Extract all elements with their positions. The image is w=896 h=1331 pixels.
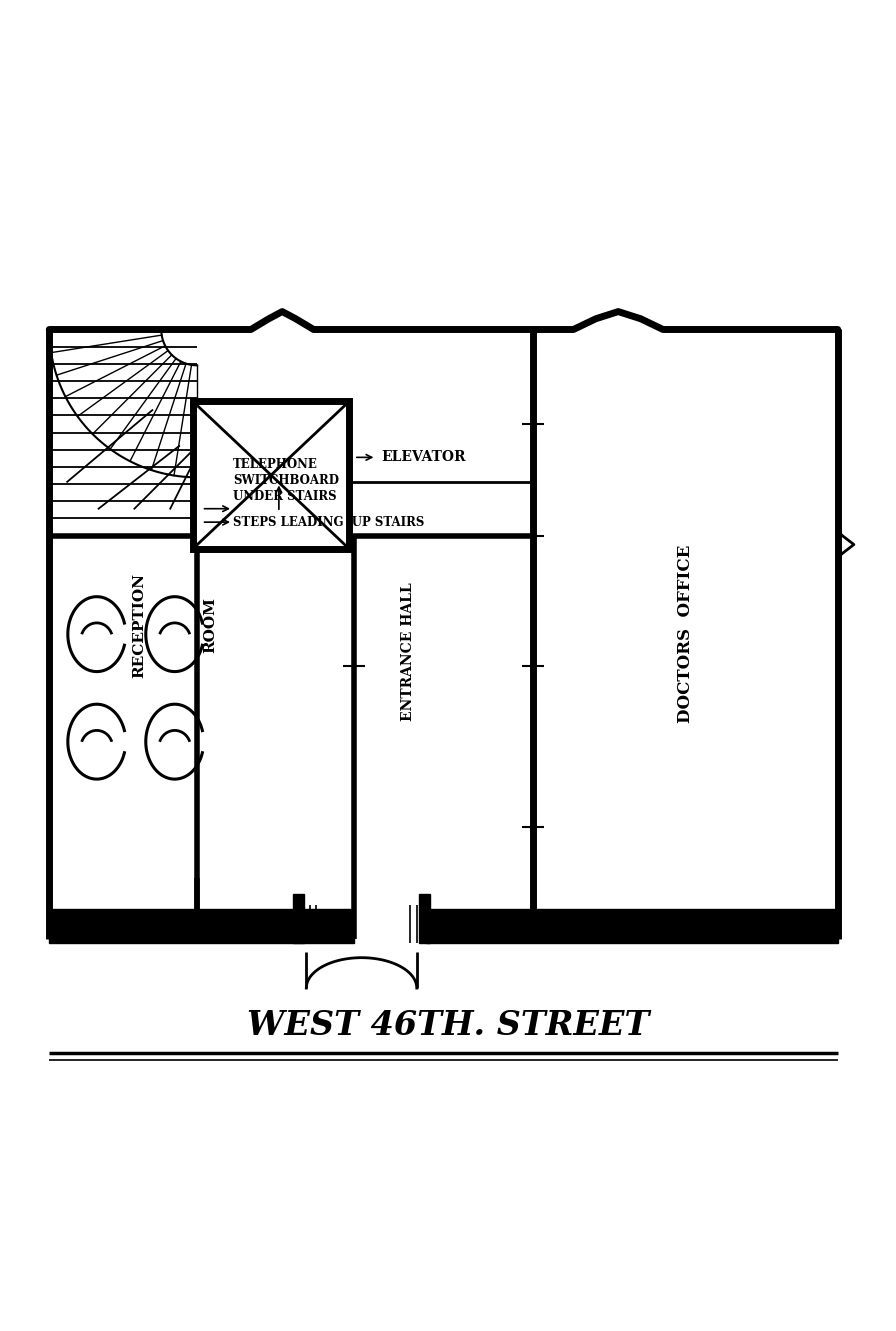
Text: STEPS LEADING  UP STAIRS: STEPS LEADING UP STAIRS [233, 515, 425, 528]
Text: ELEVATOR: ELEVATOR [381, 450, 465, 465]
Text: ROOM: ROOM [203, 598, 218, 654]
Bar [293, 894, 304, 944]
Text: WEST 46TH. STREET: WEST 46TH. STREET [246, 1009, 650, 1042]
Bar [426, 909, 838, 944]
Text: DOCTORS  OFFICE: DOCTORS OFFICE [677, 544, 694, 723]
Text: ENTRANCE HALL: ENTRANCE HALL [401, 583, 415, 721]
Bar [49, 909, 354, 944]
Text: RECEPTION: RECEPTION [132, 572, 146, 677]
Bar [419, 894, 430, 944]
Text: TELEPHONE
SWITCHBOARD
UNDER STAIRS: TELEPHONE SWITCHBOARD UNDER STAIRS [233, 458, 339, 503]
Bar [193, 401, 349, 548]
